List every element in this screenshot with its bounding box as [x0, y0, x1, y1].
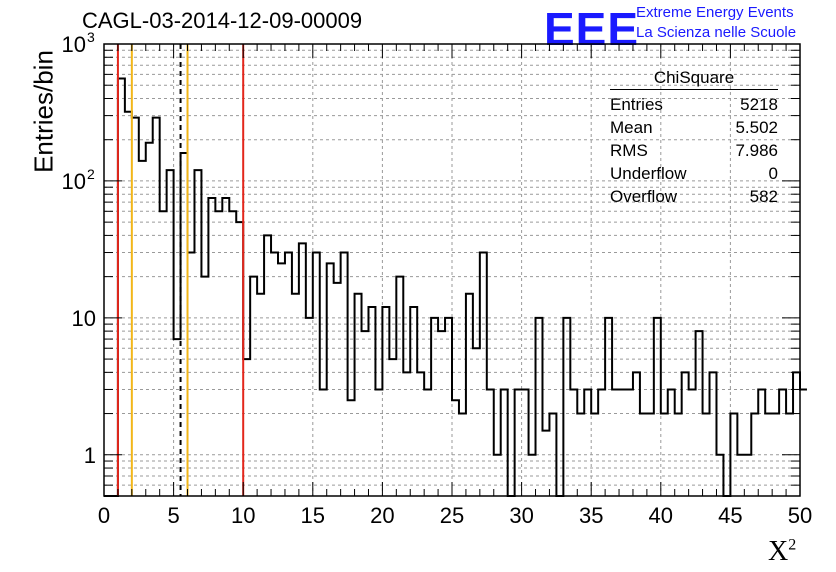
y-tick-label: 1 [84, 443, 96, 468]
stats-value: 0 [768, 164, 778, 183]
stats-row-rms: RMS 7.986 [610, 139, 778, 162]
x-tick-label: 35 [579, 503, 603, 528]
x-axis-label: X2 [768, 536, 796, 568]
x-tick-label: 0 [98, 503, 110, 528]
x-tick-label: 5 [167, 503, 179, 528]
x-tick-label: 20 [370, 503, 394, 528]
stats-value: 7.986 [735, 141, 778, 160]
y-tick-label: 10 [62, 32, 86, 57]
x-tick-label: 30 [509, 503, 533, 528]
stats-label: Mean [610, 118, 653, 137]
y-tick-exponent: 2 [87, 166, 95, 182]
x-tick-label: 40 [649, 503, 673, 528]
stats-row-mean: Mean 5.502 [610, 116, 778, 139]
stats-label: Underflow [610, 164, 687, 183]
y-tick-label: 10 [72, 306, 96, 331]
x-tick-label: 25 [440, 503, 464, 528]
chart-title: CAGL-03-2014-12-09-00009 [82, 8, 363, 33]
logo-line-2: La Scienza nelle Scuole [636, 24, 797, 41]
y-tick-exponent: 3 [87, 29, 95, 45]
stats-label: RMS [610, 141, 648, 160]
stats-title: ChiSquare [610, 68, 778, 90]
histogram-series [104, 77, 807, 497]
x-axis-label-text: X [768, 536, 789, 567]
x-tick-label: 45 [718, 503, 742, 528]
stats-row-overflow: Overflow 582 [610, 185, 778, 208]
y-tick-label: 10 [62, 169, 86, 194]
x-tick-label: 15 [301, 503, 325, 528]
x-tick-label: 50 [788, 503, 812, 528]
stats-value: 5218 [740, 95, 778, 114]
stats-label: Entries [610, 95, 663, 114]
stats-value: 5.502 [735, 118, 778, 137]
stats-row-underflow: Underflow 0 [610, 162, 778, 185]
stats-value: 582 [749, 187, 778, 206]
stats-box: ChiSquare Entries 5218 Mean 5.502 RMS 7.… [610, 68, 778, 208]
logo-line-1: Extreme Energy Events [636, 4, 794, 21]
stats-label: Overflow [610, 187, 678, 206]
stats-row-entries: Entries 5218 [610, 93, 778, 116]
x-axis-label-superscript: 2 [788, 536, 797, 554]
x-tick-label: 10 [231, 503, 255, 528]
